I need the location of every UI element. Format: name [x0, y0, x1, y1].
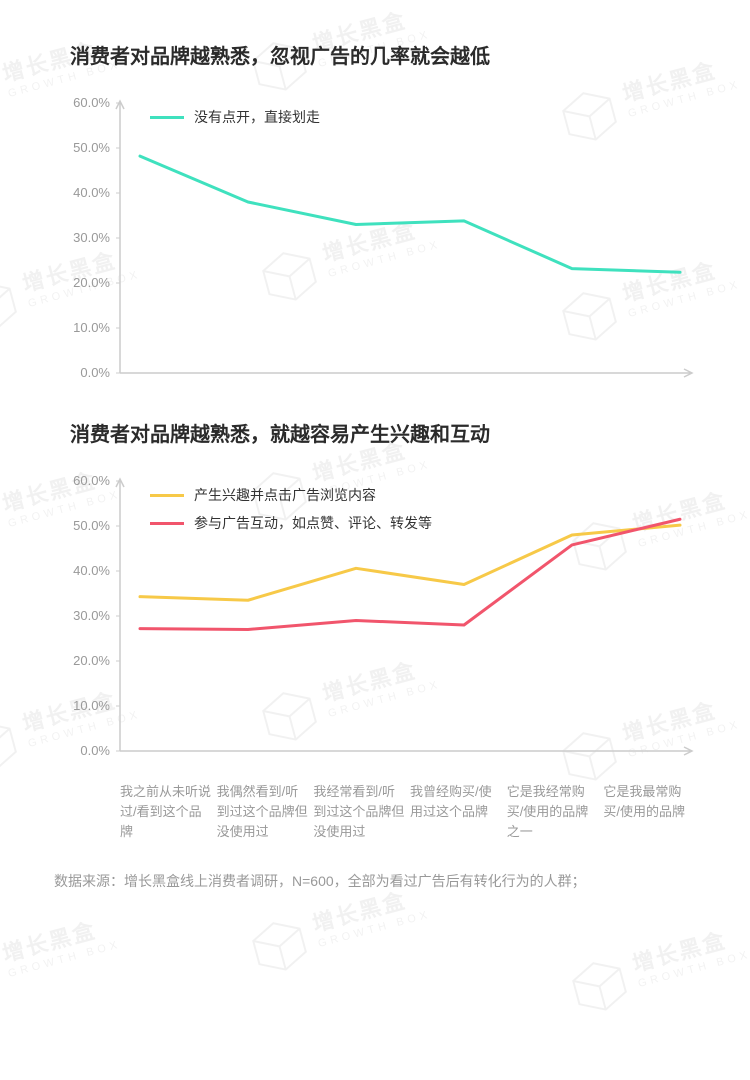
- chart2-legend: 产生兴趣并点击广告浏览内容参与广告互动，如点赞、评论、转发等: [150, 485, 432, 533]
- legend-swatch: [150, 494, 184, 497]
- svg-text:0.0%: 0.0%: [80, 365, 110, 380]
- chart1-svg: 0.0% 10.0% 20.0% 30.0% 40.0% 50.0% 60.0%: [50, 93, 700, 393]
- line-series: [140, 156, 680, 272]
- svg-text:60.0%: 60.0%: [73, 95, 110, 110]
- legend-entry: 参与广告互动，如点赞、评论、转发等: [150, 513, 432, 533]
- legend-entry: 没有点开，直接划走: [150, 107, 320, 127]
- legend-label: 参与广告互动，如点赞、评论、转发等: [194, 513, 432, 533]
- legend-entry: 产生兴趣并点击广告浏览内容: [150, 485, 432, 505]
- chart1-title: 消费者对品牌越熟悉，忽视广告的几率就会越低: [70, 40, 700, 69]
- x-axis-category-label: 它是我最常购买/使用的品牌: [603, 782, 700, 842]
- legend-label: 没有点开，直接划走: [194, 107, 320, 127]
- chart2-block: 消费者对品牌越熟悉，就越容易产生兴趣和互动 产生兴趣并点击广告浏览内容参与广告互…: [50, 418, 700, 842]
- data-source-footnote: 数据来源：增长黑盒线上消费者调研，N=600，全部为看过广告后有转化行为的人群；: [54, 870, 700, 894]
- svg-text:0.0%: 0.0%: [80, 743, 110, 758]
- line-series: [140, 519, 680, 629]
- x-axis-labels: 我之前从未听说过/看到这个品牌我偶然看到/听到过这个品牌但没使用过我经常看到/听…: [120, 782, 700, 842]
- x-axis-category-label: 它是我经常购买/使用的品牌之一: [507, 782, 604, 842]
- svg-text:30.0%: 30.0%: [73, 608, 110, 623]
- svg-text:60.0%: 60.0%: [73, 473, 110, 488]
- legend-swatch: [150, 116, 184, 119]
- svg-text:20.0%: 20.0%: [73, 653, 110, 668]
- svg-text:50.0%: 50.0%: [73, 518, 110, 533]
- svg-text:40.0%: 40.0%: [73, 563, 110, 578]
- x-axis-category-label: 我曾经购买/使用过这个品牌: [410, 782, 507, 842]
- chart1-holder: 没有点开，直接划走 0.0% 10.0% 20.0% 30.0% 40.0% 50.0% 6…: [50, 93, 700, 398]
- svg-text:50.0%: 50.0%: [73, 140, 110, 155]
- chart2-holder: 产生兴趣并点击广告浏览内容参与广告互动，如点赞、评论、转发等 0.0% 10.0%…: [50, 471, 700, 776]
- chart1-legend: 没有点开，直接划走: [150, 107, 320, 127]
- chart1-block: 消费者对品牌越熟悉，忽视广告的几率就会越低 没有点开，直接划走 0.0% 10.0…: [50, 40, 700, 398]
- legend-swatch: [150, 522, 184, 525]
- x-axis-category-label: 我之前从未听说过/看到这个品牌: [120, 782, 217, 842]
- legend-label: 产生兴趣并点击广告浏览内容: [194, 485, 376, 505]
- svg-text:40.0%: 40.0%: [73, 185, 110, 200]
- svg-text:10.0%: 10.0%: [73, 698, 110, 713]
- svg-text:20.0%: 20.0%: [73, 275, 110, 290]
- x-axis-category-label: 我偶然看到/听到过这个品牌但没使用过: [217, 782, 314, 842]
- x-axis-category-label: 我经常看到/听到过这个品牌但没使用过: [313, 782, 410, 842]
- chart2-title: 消费者对品牌越熟悉，就越容易产生兴趣和互动: [70, 418, 700, 447]
- svg-text:30.0%: 30.0%: [73, 230, 110, 245]
- page: 消费者对品牌越熟悉，忽视广告的几率就会越低 没有点开，直接划走 0.0% 10.0…: [0, 0, 750, 914]
- svg-text:10.0%: 10.0%: [73, 320, 110, 335]
- line-series: [140, 525, 680, 600]
